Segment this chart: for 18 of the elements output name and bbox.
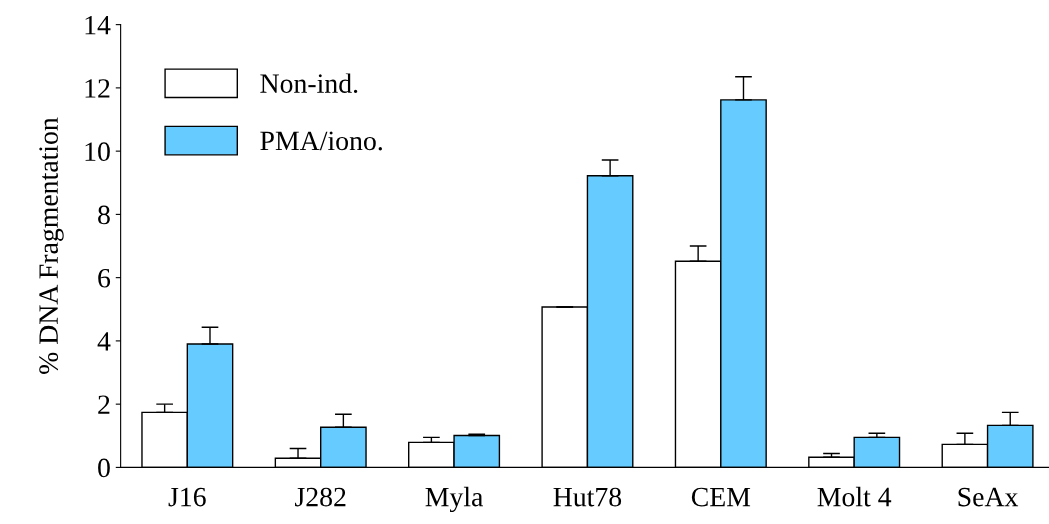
- x-tick-label: Hut78: [553, 487, 622, 507]
- y-tick-label: 14: [85, 15, 111, 35]
- legend-label: Non-ind.: [260, 73, 358, 94]
- x-tick-label: CEM: [691, 487, 751, 507]
- legend-label: PMA/iono.: [260, 131, 382, 151]
- y-tick-label: 0: [98, 458, 110, 478]
- y-tick-label: 12: [85, 79, 110, 98]
- y-tick-label: 4: [97, 332, 111, 351]
- x-tick-label: SeAx: [958, 487, 1019, 507]
- y-tick-label: 6: [98, 268, 111, 288]
- x-tick-label: J282: [295, 487, 346, 507]
- x-tick-label: J16: [168, 487, 206, 507]
- y-tick-label: 10: [85, 142, 110, 162]
- x-tick-label: Molt 4: [817, 486, 892, 507]
- x-tick-label: Myla: [425, 486, 483, 513]
- y-tick-label: 2: [98, 395, 110, 414]
- y-axis-title: % DNA Fragmentation: [39, 117, 64, 374]
- y-tick-label: 8: [98, 205, 110, 225]
